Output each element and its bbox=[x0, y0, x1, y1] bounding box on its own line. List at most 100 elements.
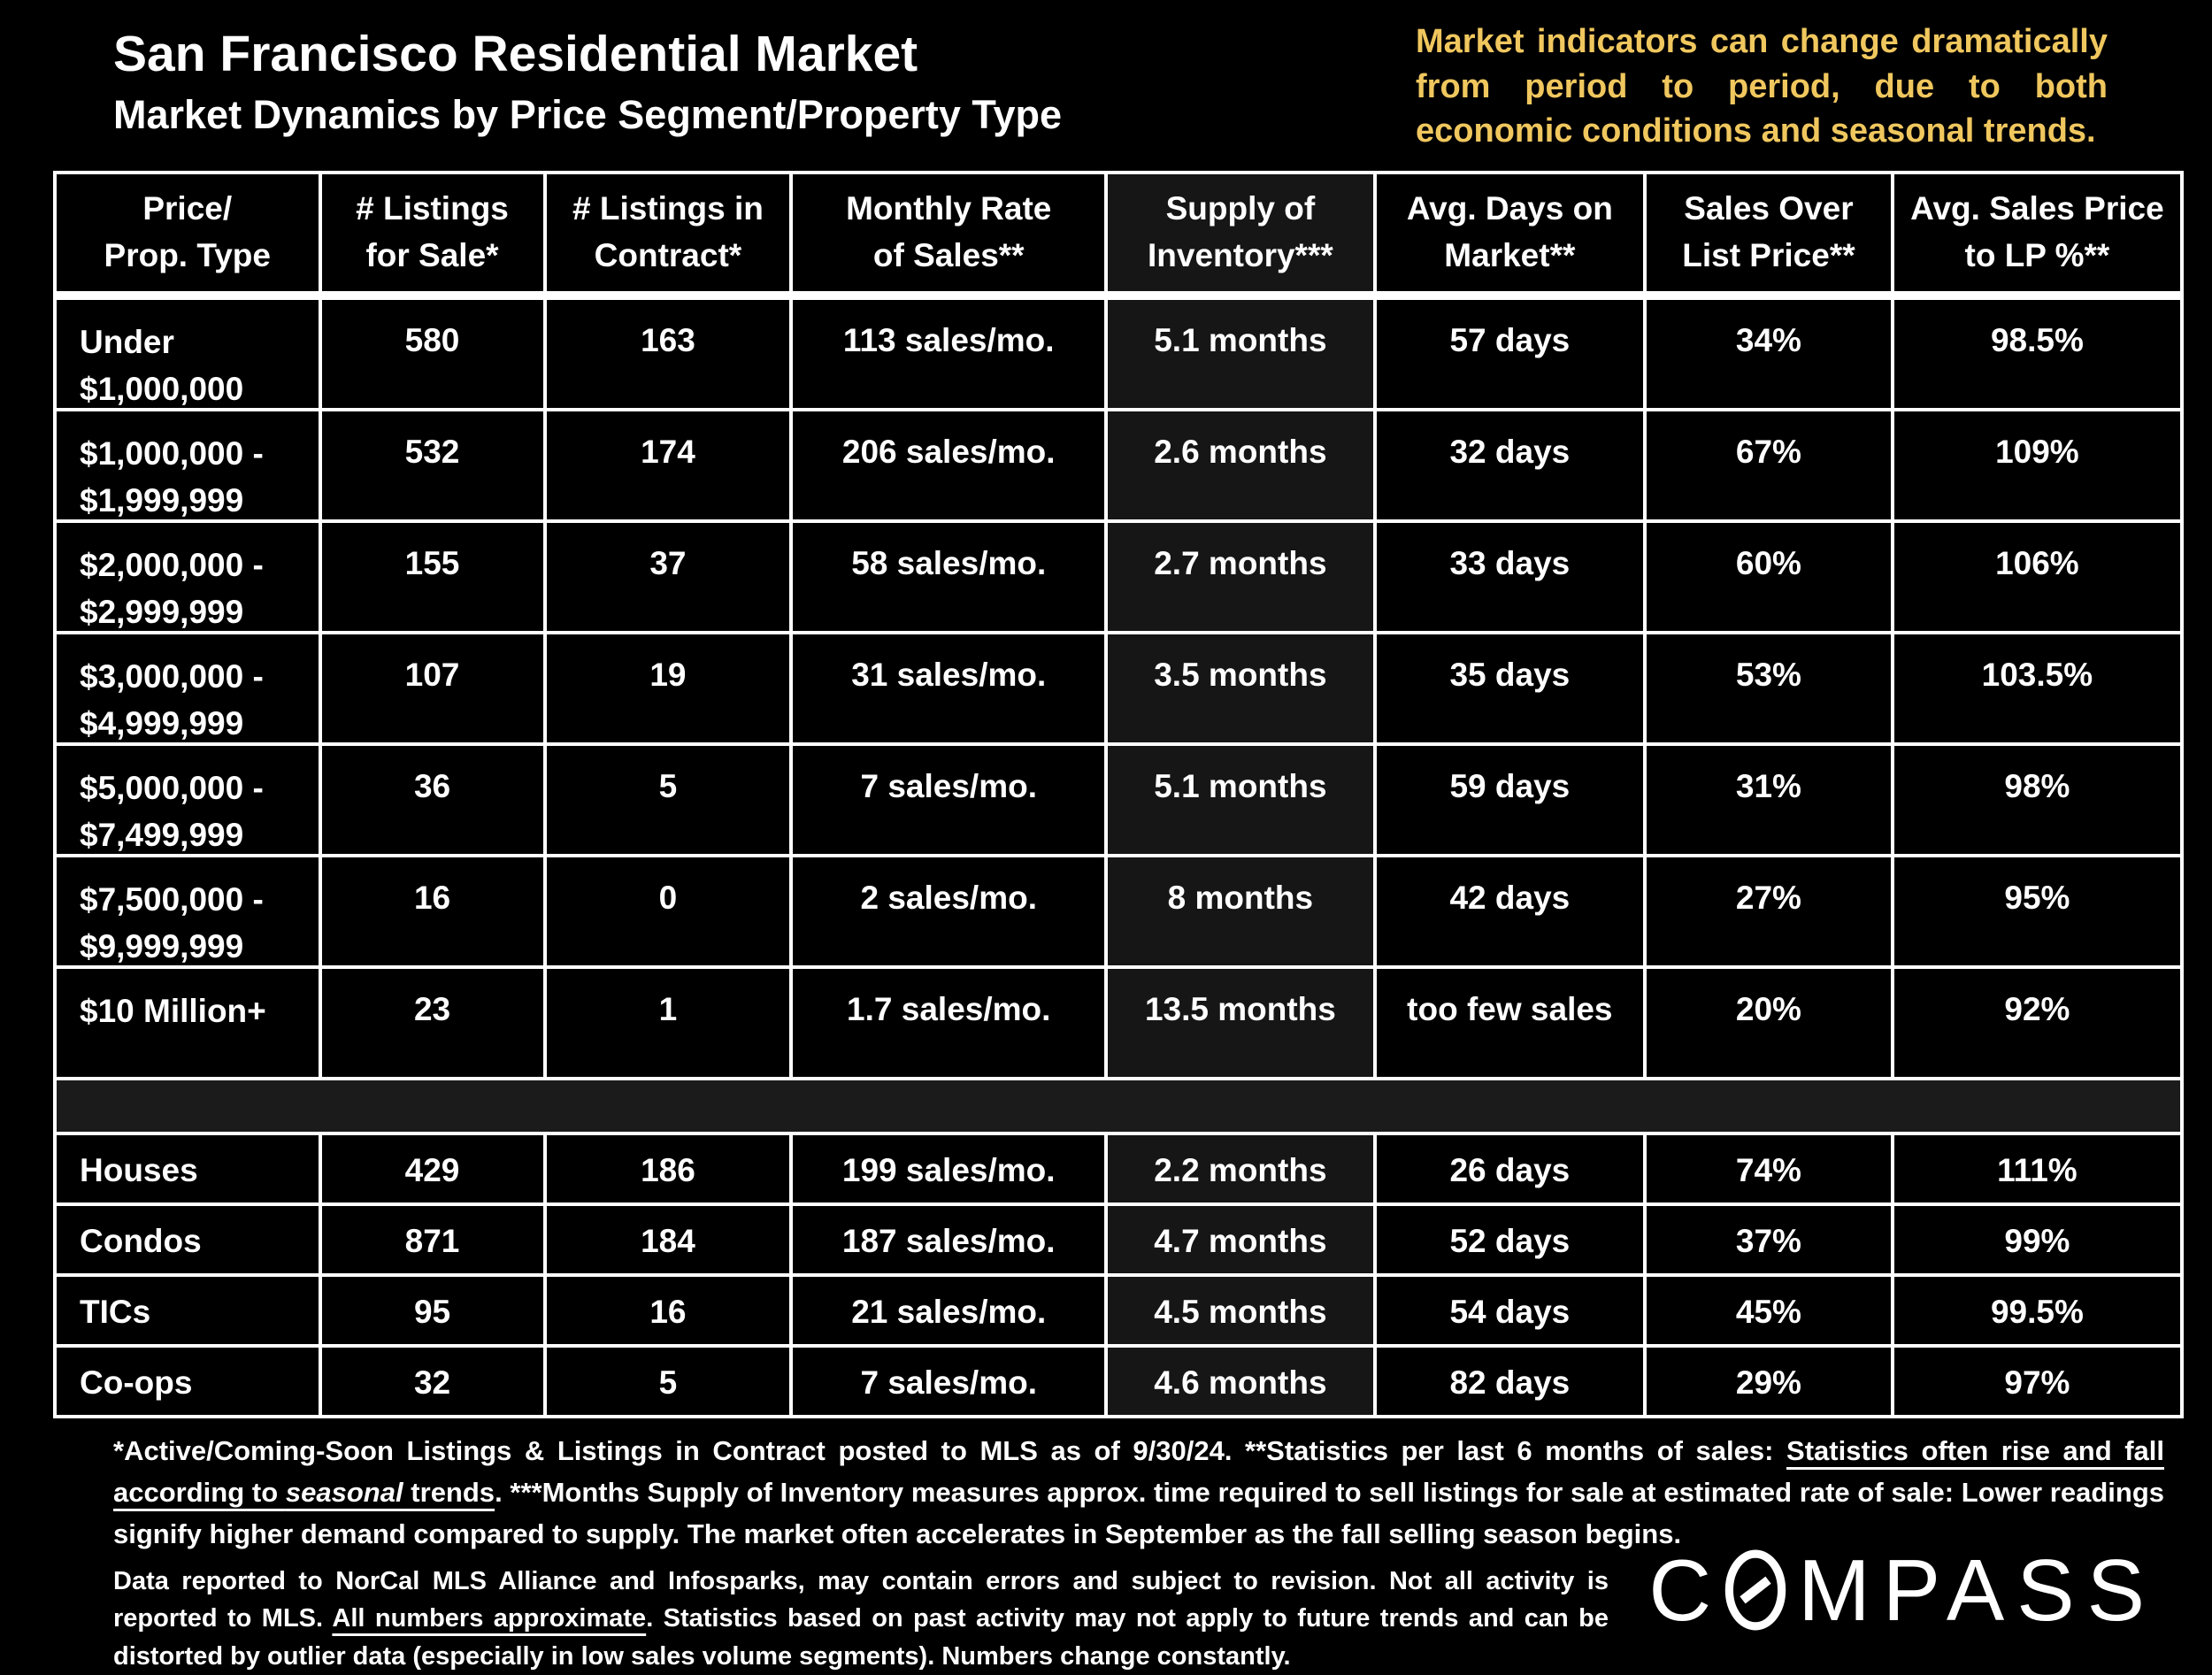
row-label: $2,000,000 - $2,999,999 bbox=[57, 523, 319, 631]
table-cell: 4.7 months bbox=[1108, 1206, 1373, 1273]
table-cell: 31% bbox=[1647, 746, 1891, 854]
table-cell: 109% bbox=[1893, 411, 2180, 519]
page-title: San Francisco Residential Market bbox=[113, 26, 918, 82]
table-cell: 33 days bbox=[1376, 523, 1644, 631]
table-cell: 42 days bbox=[1376, 857, 1644, 965]
footnote-segment: trends bbox=[403, 1477, 495, 1509]
row-label: Under $1,000,000 bbox=[57, 300, 319, 408]
table-cell: 1 bbox=[546, 969, 790, 1077]
table-cell: 0 bbox=[546, 857, 790, 965]
table-cell: 97% bbox=[1893, 1348, 2180, 1415]
table-cell: 163 bbox=[546, 300, 790, 408]
table-cell: 113 sales/mo. bbox=[793, 300, 1105, 408]
table-cell: 16 bbox=[546, 1277, 790, 1344]
table-cell: 57 days bbox=[1376, 300, 1644, 408]
table-cell: 532 bbox=[321, 411, 543, 519]
table-cell: 54 days bbox=[1376, 1277, 1644, 1344]
table-cell: 580 bbox=[321, 300, 543, 408]
table-cell: 106% bbox=[1893, 523, 2180, 631]
logo-letters-mpass: MPASS bbox=[1798, 1541, 2157, 1639]
table-cell: 26 days bbox=[1376, 1135, 1644, 1202]
table-cell: 98% bbox=[1893, 746, 2180, 854]
table-cell: 103.5% bbox=[1893, 634, 2180, 742]
table-cell: 99% bbox=[1893, 1206, 2180, 1273]
table-cell: 7 sales/mo. bbox=[793, 746, 1105, 854]
footnote-disclaimer: Data reported to NorCal MLS Alliance and… bbox=[113, 1563, 1609, 1675]
table-cell: too few sales bbox=[1376, 969, 1644, 1077]
section-divider bbox=[57, 1080, 2180, 1132]
table-cell: 67% bbox=[1647, 411, 1891, 519]
table-cell: 52 days bbox=[1376, 1206, 1644, 1273]
footnote-segment: Statistics often rise and fall according… bbox=[113, 1435, 2165, 1509]
compass-logo: C MPASS bbox=[1648, 1547, 2157, 1633]
table-cell: 2 sales/mo. bbox=[793, 857, 1105, 965]
table-cell: 4.5 months bbox=[1108, 1277, 1373, 1344]
footnote-segment: seasonal bbox=[285, 1477, 403, 1509]
table-cell: 37% bbox=[1647, 1206, 1891, 1273]
column-header: Price/ Prop. Type bbox=[57, 174, 319, 291]
market-indicator-note: Market indicators can change dramaticall… bbox=[1416, 23, 2108, 150]
table-cell: 2.2 months bbox=[1108, 1135, 1373, 1202]
table-cell: 107 bbox=[321, 634, 543, 742]
compass-o-icon bbox=[1724, 1549, 1786, 1631]
table-cell: 21 sales/mo. bbox=[793, 1277, 1105, 1344]
table-cell: 429 bbox=[321, 1135, 543, 1202]
table-cell: 92% bbox=[1893, 969, 2180, 1077]
table-cell: 155 bbox=[321, 523, 543, 631]
table-cell: 3.5 months bbox=[1108, 634, 1373, 742]
table-cell: 174 bbox=[546, 411, 790, 519]
table-cell: 27% bbox=[1647, 857, 1891, 965]
column-header: Sales Over List Price** bbox=[1647, 174, 1891, 291]
table-cell: 99.5% bbox=[1893, 1277, 2180, 1344]
column-header: # Listings for Sale* bbox=[321, 174, 543, 291]
table-cell: 184 bbox=[546, 1206, 790, 1273]
table-cell: 5 bbox=[546, 1348, 790, 1415]
footnote-segment: *Active/Coming-Soon Listings & Listings … bbox=[113, 1435, 1787, 1466]
market-table: Price/ Prop. Type # Listings for Sale* # L… bbox=[53, 171, 2184, 1418]
table-cell: 95% bbox=[1893, 857, 2180, 965]
table-cell: 5 bbox=[546, 746, 790, 854]
table-cell: 74% bbox=[1647, 1135, 1891, 1202]
footnote-statistics: *Active/Coming-Soon Listings & Listings … bbox=[113, 1430, 2164, 1555]
table-cell: 199 sales/mo. bbox=[793, 1135, 1105, 1202]
table-cell: 82 days bbox=[1376, 1348, 1644, 1415]
row-label: Condos bbox=[57, 1206, 319, 1273]
row-label: Houses bbox=[57, 1135, 319, 1202]
table-cell: 206 sales/mo. bbox=[793, 411, 1105, 519]
table-cell: 34% bbox=[1647, 300, 1891, 408]
table-cell: 5.1 months bbox=[1108, 746, 1373, 854]
column-header: Monthly Rate of Sales** bbox=[793, 174, 1105, 291]
table-cell: 53% bbox=[1647, 634, 1891, 742]
table-cell: 5.1 months bbox=[1108, 300, 1373, 408]
table-cell: 29% bbox=[1647, 1348, 1891, 1415]
table-cell: 32 bbox=[321, 1348, 543, 1415]
table-cell: 2.7 months bbox=[1108, 523, 1373, 631]
table-cell: 98.5% bbox=[1893, 300, 2180, 408]
column-header: # Listings in Contract* bbox=[546, 174, 790, 291]
table-cell: 37 bbox=[546, 523, 790, 631]
table-cell: 1.7 sales/mo. bbox=[793, 969, 1105, 1077]
table-cell: 58 sales/mo. bbox=[793, 523, 1105, 631]
title-block: San Francisco Residential Market Market … bbox=[113, 25, 1062, 138]
table-cell: 4.6 months bbox=[1108, 1348, 1373, 1415]
table-cell: 36 bbox=[321, 746, 543, 854]
footnote-segment: All numbers approximate bbox=[332, 1604, 647, 1633]
footnote-segment: Data reported to NorCal MLS Alliance and… bbox=[113, 1567, 1609, 1633]
table-cell: 59 days bbox=[1376, 746, 1644, 854]
table-cell: 31 sales/mo. bbox=[793, 634, 1105, 742]
row-label: TICs bbox=[57, 1277, 319, 1344]
table-cell: 60% bbox=[1647, 523, 1891, 631]
table-cell: 23 bbox=[321, 969, 543, 1077]
table-cell: 7 sales/mo. bbox=[793, 1348, 1105, 1415]
table-cell: 2.6 months bbox=[1108, 411, 1373, 519]
column-header: Avg. Sales Price to LP %** bbox=[1893, 174, 2180, 291]
table-cell: 111% bbox=[1893, 1135, 2180, 1202]
row-label: $7,500,000 - $9,999,999 bbox=[57, 857, 319, 965]
row-label: $5,000,000 - $7,499,999 bbox=[57, 746, 319, 854]
table-cell: 32 days bbox=[1376, 411, 1644, 519]
table-cell: 8 months bbox=[1108, 857, 1373, 965]
table-cell: 187 sales/mo. bbox=[793, 1206, 1105, 1273]
header-divider bbox=[57, 295, 2180, 296]
table-cell: 13.5 months bbox=[1108, 969, 1373, 1077]
